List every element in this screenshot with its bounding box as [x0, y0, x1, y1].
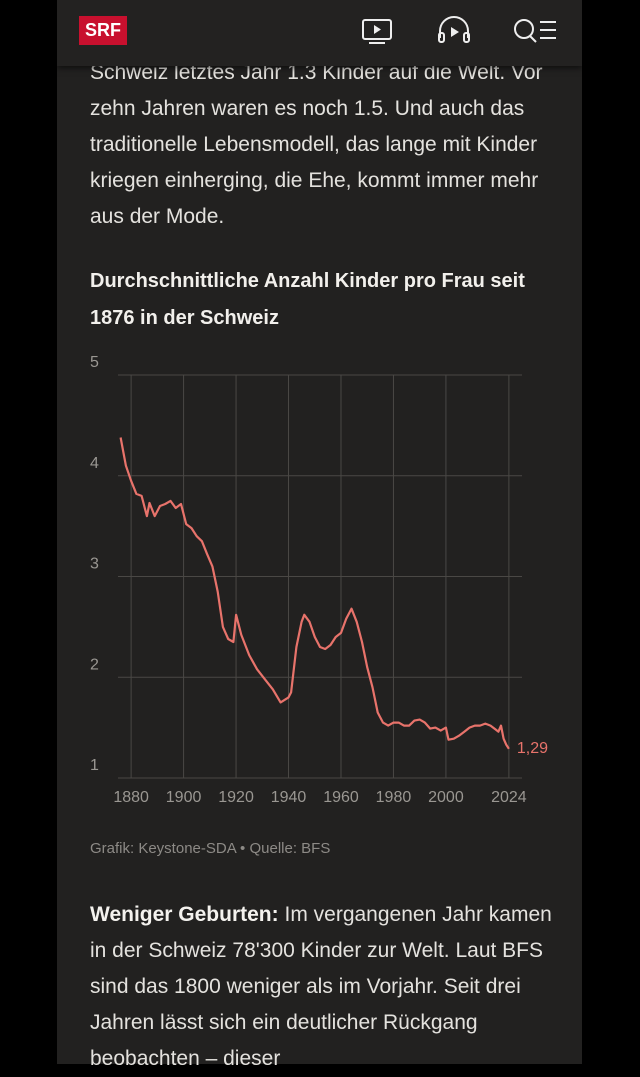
chart: 1 2 3 4 5 1880 1900 1920 1940 1960 1980 2000 2024 1,2… [90, 354, 548, 806]
header: SRF [57, 0, 582, 66]
search-menu-icon[interactable] [510, 14, 560, 48]
data-line [119, 437, 510, 750]
y-tick-label: 5 [90, 354, 99, 371]
source: Grafik: Keystone-SDA • Quelle: BFS [90, 840, 331, 857]
x-tick-label: 1900 [166, 789, 202, 806]
chart-title: Durchschnittliche Anzahl Kinder pro Frau… [90, 270, 525, 329]
x-tick-label: 2000 [428, 789, 464, 806]
y-tick-label: 1 [90, 757, 99, 774]
x-tick-label: 1920 [218, 789, 254, 806]
x-tick-label: 1980 [376, 789, 412, 806]
content-column [57, 0, 582, 1064]
logo[interactable]: SRF [79, 16, 127, 45]
x-tick-label: 1960 [323, 789, 359, 806]
y-tick-label: 3 [90, 556, 99, 573]
audio-icon[interactable] [434, 14, 474, 48]
data-label: 1,29 [517, 740, 548, 757]
paragraph: Weniger Geburten: Im vergangenen Jahr ka… [90, 897, 560, 1077]
lead: Weniger Geburten: [90, 903, 279, 926]
x-tick-label: 1940 [271, 789, 307, 806]
body-text: Im vergangenen Jahr kamen in der Schweiz… [90, 903, 552, 1070]
x-tick-label: 2024 [491, 789, 527, 806]
x-tick-label: 1880 [113, 789, 149, 806]
paragraph: Schweiz letztes Jahr 1.3 Kinder auf die … [90, 61, 543, 228]
video-icon[interactable] [357, 14, 397, 48]
y-tick-label: 4 [90, 455, 99, 472]
y-tick-label: 2 [90, 656, 99, 673]
